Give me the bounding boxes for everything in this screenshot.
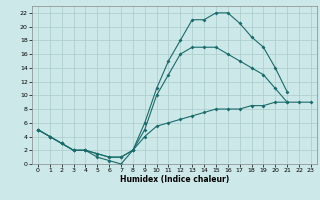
- X-axis label: Humidex (Indice chaleur): Humidex (Indice chaleur): [120, 175, 229, 184]
